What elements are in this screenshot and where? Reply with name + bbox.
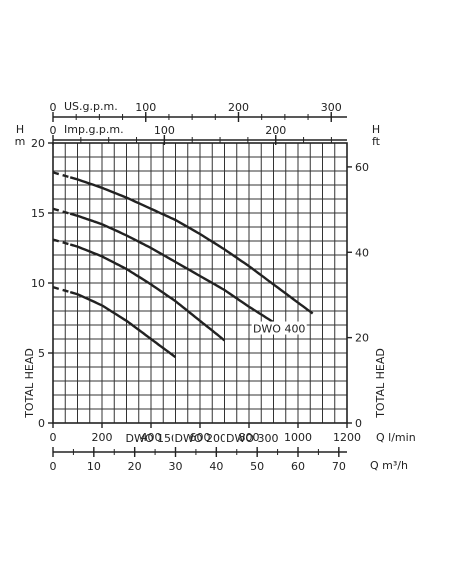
x-axis-m3h-title: Q m³/h (370, 459, 408, 472)
curve-dashed-segment (52, 171, 73, 180)
top-imp-axis-tick-label: 200 (265, 124, 286, 137)
curve-dashed-segment (52, 238, 73, 247)
left-axis-unit-bottom: m (15, 135, 26, 148)
left-axis-tick-label: 20 (31, 137, 45, 150)
x-lmin-tick-label: 200 (92, 431, 113, 444)
right-axis-tick-label: 20 (355, 332, 369, 345)
left-axis-unit-top: H (16, 123, 24, 136)
x-m3h-axis-tick-label: 30 (169, 460, 183, 473)
top-us-axis-tick-label: 100 (135, 101, 156, 114)
left-axis-tick-label: 10 (31, 277, 45, 290)
curve-label: DWO 300 (226, 432, 279, 445)
right-axis-tick-label: 40 (355, 246, 369, 259)
x-m3h-axis-tick-label: 40 (209, 460, 223, 473)
x-m3h-axis-tick-label: 20 (128, 460, 142, 473)
curve-dashed-segment (52, 286, 73, 294)
top-axis-imp-title: Imp.g.p.m. (64, 123, 124, 136)
curve-label: DWO 400 (253, 323, 306, 336)
x-m3h-axis-tick-label: 50 (250, 460, 264, 473)
left-axis-tick-label: 15 (31, 207, 45, 220)
x-lmin-tick-label: 1200 (333, 431, 361, 444)
top-us-axis-tick-label: 0 (50, 101, 57, 114)
x-axis-lmin-title: Q l/min (376, 431, 416, 444)
left-axis-tick-label: 0 (38, 417, 45, 430)
right-axis-tick-label: 0 (355, 417, 362, 430)
curve-label-bg (124, 431, 180, 444)
x-m3h-axis-tick-label: 60 (291, 460, 305, 473)
top-axis-us-title: US.g.p.m. (64, 100, 118, 113)
x-m3h-axis-tick-label: 70 (332, 460, 346, 473)
x-lmin-tick-label: 400 (141, 431, 162, 444)
right-axis-unit-top: H (372, 123, 380, 136)
curve-label-bg (251, 321, 307, 335)
pump-curves (52, 171, 314, 359)
top-imp-axis-tick-label: 100 (154, 124, 175, 137)
curve-label-bg (173, 431, 229, 444)
x-lmin-tick-label: 1000 (284, 431, 312, 444)
left-axis-title: TOTAL HEAD (23, 348, 36, 419)
right-axis-tick-label: 60 (355, 161, 369, 174)
curve-label: DWO 200 (175, 432, 228, 445)
top-us-axis-tick-label: 200 (228, 101, 249, 114)
curve-line (69, 176, 314, 315)
curve-label-bg (224, 431, 280, 444)
right-axis-title: TOTAL HEAD (374, 348, 387, 419)
curve-line (69, 290, 177, 359)
curve-label: DWO 150 (126, 432, 179, 445)
top-us-axis-tick-label: 300 (321, 101, 342, 114)
right-axis-unit-bottom: ft (372, 135, 381, 148)
curve-dashed-segment (52, 207, 73, 216)
x-m3h-axis-tick-label: 0 (50, 460, 57, 473)
x-m3h-axis-tick-label: 10 (87, 460, 101, 473)
curve-line (69, 212, 275, 324)
left-axis-tick-label: 5 (38, 347, 45, 360)
x-lmin-tick-label: 800 (239, 431, 260, 444)
x-lmin-tick-label: 0 (50, 431, 57, 444)
curve-line (69, 243, 226, 342)
x-lmin-tick-label: 600 (190, 431, 211, 444)
top-imp-axis-tick-label: 0 (50, 124, 57, 137)
